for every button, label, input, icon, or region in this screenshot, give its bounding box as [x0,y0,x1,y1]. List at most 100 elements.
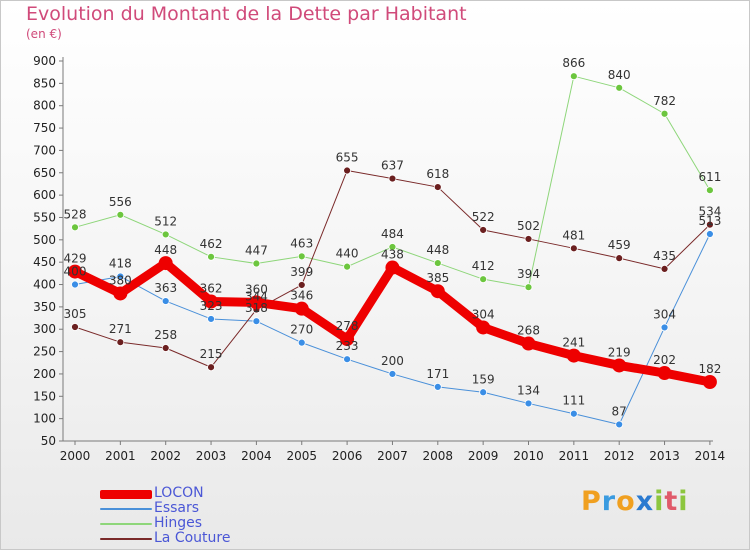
marker-hinges [388,243,397,251]
data-label-essars: 400 [64,265,87,279]
y-tick-label: 50 [41,434,56,448]
marker-essars [615,420,624,429]
x-tick-label: 2010 [513,449,544,463]
data-label-la-couture: 534 [698,205,721,219]
marker-hinges [252,259,261,268]
chart-axes: 50 100 150 200 250 300 350 400 450 500 550 600 650 70… [33,54,725,463]
data-label-essars: 134 [517,383,540,397]
x-tick-label: 2005 [286,449,317,463]
y-tick-label: 300 [33,322,56,336]
marker-hinges [161,230,170,239]
data-label-hinges: 556 [109,195,132,209]
data-label-la-couture: 215 [200,347,223,361]
y-tick-label: 450 [33,255,56,269]
logo-letter: P [581,486,602,517]
data-label-essars: 418 [109,256,132,270]
marker-hinges [615,83,624,92]
marker-locon [294,301,309,316]
data-label-la-couture: 258 [154,328,177,342]
y-tick-label: 900 [33,54,56,68]
data-label-hinges: 462 [200,237,223,251]
marker-la-couture [297,281,306,289]
x-tick-label: 2002 [150,449,181,463]
marker-essars [706,230,714,238]
data-label-hinges: 611 [698,170,721,184]
y-tick-label: 650 [33,166,56,180]
marker-hinges [71,223,79,232]
x-tick-label: 2008 [423,449,454,463]
legend-swatch [100,538,152,540]
x-tick-label: 2011 [559,449,590,463]
data-label-essars: 111 [562,394,585,408]
y-tick-label: 350 [33,300,56,314]
chart-unit: (en €) [26,27,62,41]
y-tick-label: 700 [33,143,56,157]
data-label-la-couture: 637 [381,159,404,173]
data-label-locon: 385 [426,271,449,285]
data-label-la-couture: 502 [517,219,540,233]
data-label-hinges: 866 [562,56,585,70]
marker-locon [113,286,128,301]
data-label-locon: 219 [608,345,631,359]
data-label-essars: 323 [200,299,223,313]
marker-locon [340,332,355,347]
data-label-la-couture: 459 [608,238,631,252]
marker-essars [388,370,397,378]
series-markers [68,72,717,429]
marker-hinges [207,252,215,261]
data-label-locon: 202 [653,353,676,367]
marker-la-couture [660,264,669,273]
marker-essars [479,388,488,397]
x-tick-label: 2003 [196,449,227,463]
y-tick-label: 600 [33,188,56,202]
logo-letter: i [678,486,689,517]
marker-essars [161,297,170,305]
marker-essars [297,338,306,347]
data-label-la-couture: 271 [109,322,132,336]
marker-hinges [343,262,352,271]
marker-essars [660,323,669,332]
data-label-locon: 380 [109,273,132,287]
marker-locon [612,358,627,373]
data-label-locon: 304 [472,307,495,321]
data-label-la-couture: 655 [336,151,359,165]
y-tick-label: 150 [33,389,56,403]
marker-essars [343,355,352,364]
logo-letter: i [654,486,665,517]
marker-la-couture [207,363,215,372]
legend-label: La Couture [154,530,231,546]
y-tick-label: 250 [33,345,56,359]
marker-locon [249,295,264,310]
x-tick-label: 2014 [695,449,726,463]
marker-la-couture [71,323,79,331]
marker-locon [476,320,491,335]
marker-la-couture [479,226,488,234]
marker-la-couture [343,166,352,175]
marker-hinges [524,283,533,292]
data-label-essars: 233 [336,339,359,353]
data-label-hinges: 394 [517,267,540,281]
marker-la-couture [569,244,578,253]
y-tick-label: 200 [33,367,56,381]
marker-la-couture [388,174,397,183]
legend-item-locon: LOCON [100,486,260,501]
data-label-essars: 513 [698,214,721,228]
data-label-hinges: 447 [245,244,268,258]
data-label-essars: 270 [290,323,313,337]
marker-hinges [297,252,306,261]
marker-la-couture [615,254,624,263]
marker-la-couture [161,344,170,352]
legend-item-hinges: Hinges [100,516,260,531]
x-tick-label: 2001 [105,449,136,463]
marker-la-couture [433,183,442,191]
x-tick-label: 2013 [649,449,680,463]
marker-essars [116,272,125,281]
data-label-locon: 278 [336,319,359,333]
data-label-locon: 438 [381,248,404,262]
marker-essars [71,280,79,289]
y-tick-label: 500 [33,233,56,247]
data-label-hinges: 412 [472,259,495,273]
data-label-la-couture: 618 [426,167,449,181]
data-label-hinges: 840 [608,68,631,82]
